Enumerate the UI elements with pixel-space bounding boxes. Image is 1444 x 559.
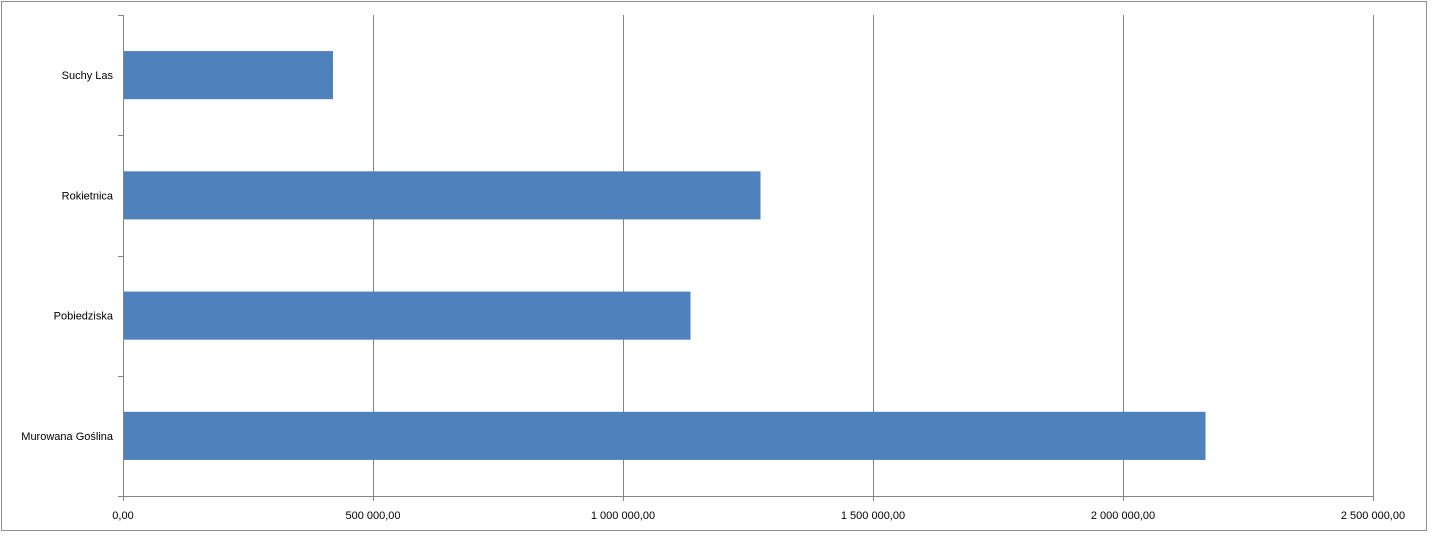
bar xyxy=(124,291,691,340)
x-tick-label: 2 500 000,00 xyxy=(1341,510,1405,522)
category-label: Suchy Las xyxy=(62,70,114,82)
axes xyxy=(118,15,1374,501)
bar xyxy=(124,51,333,100)
category-label: Murowana Goślina xyxy=(21,431,114,443)
category-label: Rokietnica xyxy=(62,190,114,202)
category-labels: Suchy Las Rokietnica Pobiedziska Murowana G… xyxy=(21,70,114,443)
bar-series xyxy=(124,51,1206,460)
x-tick-label: 1 500 000,00 xyxy=(841,510,905,522)
x-tick-label: 0,00 xyxy=(112,510,133,522)
x-tick-label: 500 000,00 xyxy=(345,510,400,522)
bar xyxy=(124,171,761,220)
value-tick-labels: 0,00 500 000,00 1 000 000,00 1 500 000,00 2 … xyxy=(112,510,1405,522)
x-tick-label: 2 000 000,00 xyxy=(1091,510,1155,522)
category-label: Pobiedziska xyxy=(54,311,114,323)
bar xyxy=(124,411,1206,460)
x-tick-label: 1 000 000,00 xyxy=(591,510,655,522)
